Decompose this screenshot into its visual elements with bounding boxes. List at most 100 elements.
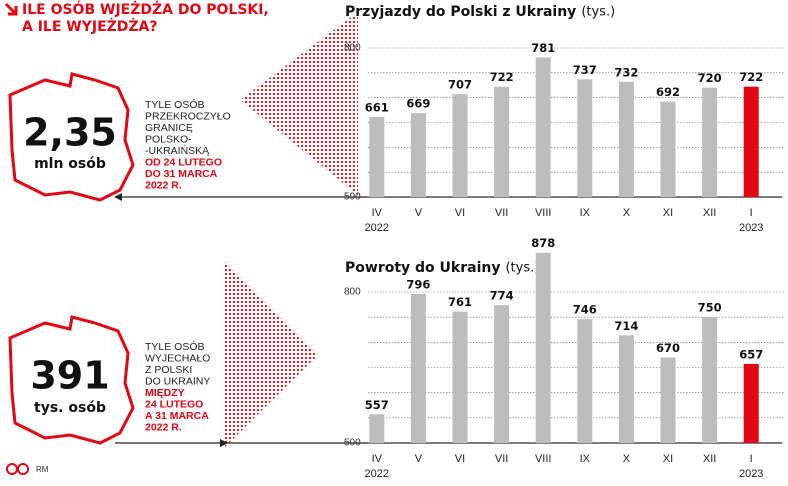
header-icon [4,2,18,16]
stat-unit: tys. osób [34,400,106,416]
year-label: 2023 [739,468,763,480]
stat-date: OD 24 LUTEGO [145,156,222,168]
stat-description: Z POLSKI [145,364,192,376]
value-label: 557 [365,398,389,412]
chart-title: Przyjazdy do Polski z Ukrainy [345,4,576,20]
bar [369,117,385,197]
chart-unit: (tys.) [505,261,539,276]
stat-description: DO UKRAINY [145,375,210,387]
stat-date: A 31 MARCA [145,410,209,422]
stat-value: 2,35 [23,111,117,155]
value-label: 878 [531,236,555,250]
x-tick-label: IX [580,453,591,465]
bar [410,113,426,197]
value-label: 714 [614,319,638,333]
x-tick-label: X [623,453,631,465]
bar [577,319,593,443]
value-label: 657 [739,347,763,361]
chart-title: Powroty do Ukrainy [345,260,500,276]
stat-value: 391 [30,354,109,398]
bar [494,86,510,197]
x-tick-label: I [750,453,753,465]
bar [535,57,551,197]
x-tick-label: IV [372,453,383,465]
y-tick-label: 800 [344,43,361,54]
arrow-head [220,439,228,447]
x-tick-label: VIII [535,207,552,219]
stat-description: POLSKO- [145,133,192,145]
bar [618,335,634,443]
bar [618,81,634,197]
stat-date: 24 LUTEGO [145,398,203,410]
x-tick-label: IV [372,207,383,219]
bar [410,294,426,443]
value-label: 720 [698,71,722,85]
stat-description: GRANICĘ [145,122,193,134]
x-tick-label: X [623,207,631,219]
country-outline [8,72,135,202]
value-label: 774 [490,289,514,303]
bar [577,79,593,197]
x-tick-label: XII [703,453,716,465]
bar [369,414,385,443]
logo [6,463,18,475]
bar [702,87,718,197]
stat-date: MIĘDZY [145,387,185,399]
x-tick-label: VI [455,207,465,219]
y-tick-label: 800 [344,287,361,298]
dotted-triangle [225,262,318,447]
stat-unit: mln osób [34,156,106,172]
chart-unit: (tys.) [581,5,615,20]
x-tick-label: VII [495,453,508,465]
stat-description: TYLE OSÓB [145,340,205,353]
bar [494,305,510,443]
bar [535,252,551,443]
stat-description: WYJECHAŁO [145,352,210,364]
x-tick-label: XI [663,207,673,219]
x-tick-label: V [415,453,423,465]
stat-description: PRZEKROCZYŁO [145,110,231,122]
x-tick-label: VII [495,207,508,219]
value-label: 732 [614,65,638,79]
value-label: 781 [531,41,555,55]
x-tick-label: IX [580,207,591,219]
bar [743,86,759,197]
bar [452,311,468,443]
value-label: 722 [739,70,763,84]
value-label: 746 [573,303,597,317]
value-label: 722 [490,70,514,84]
value-label: 670 [656,341,680,355]
year-label: 2023 [739,222,763,234]
stat-date: 2022 R. [145,421,182,433]
x-tick-label: VIII [535,453,552,465]
stat-description: -UKRAIŃSKĄ [145,144,210,157]
y-tick-label: 500 [344,438,361,449]
stat-date: 2022 R. [145,179,182,191]
x-tick-label: V [415,207,423,219]
value-label: 661 [365,101,389,115]
bar [743,363,759,443]
bar [702,317,718,443]
value-label: 669 [406,97,430,111]
year-label: 2022 [365,222,389,234]
value-label: 737 [573,63,597,77]
value-label: 707 [448,78,472,92]
value-label: 761 [448,295,472,309]
dotted-triangle [240,12,358,195]
year-label: 2022 [365,468,389,480]
x-tick-label: I [750,207,753,219]
x-tick-label: VI [455,453,465,465]
country-outline [8,315,135,445]
logo [17,463,29,475]
stat-description: TYLE OSÓB [145,98,205,111]
bar [660,101,676,197]
headline: ILE OSÓB WJEŻDŻA DO POLSKI, [22,0,269,18]
headline: A ILE WYJEŻDŻA? [22,18,158,35]
value-label: 796 [406,278,430,292]
y-tick-label: 500 [344,192,361,203]
credit: RM [36,465,49,474]
bar [452,94,468,197]
arrow-head [114,193,122,201]
x-tick-label: XI [663,453,673,465]
